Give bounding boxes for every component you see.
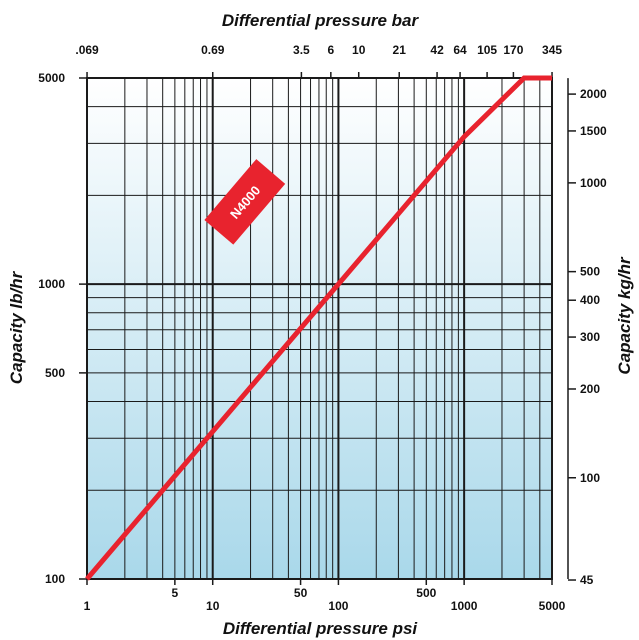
series-label-badge: N4000 [204,159,286,245]
y2-tick-label: 200 [580,382,600,396]
y-tick-label: 100 [45,572,65,586]
x-tick-label: 50 [294,586,308,600]
y2-tick-label: 1000 [580,176,607,190]
ticks [79,72,576,585]
x2-tick-label: 170 [503,43,523,57]
y2-tick-label: 45 [580,573,594,587]
x-tick-label: 10 [206,599,220,613]
y2-tick-label: 2000 [580,87,607,101]
grid [86,77,553,580]
y2-axis-title: Capacity kg/hr [615,256,634,375]
x2-tick-label: .069 [75,43,99,57]
labels: 1 5 10 50 100 500 1000 5000 .069 0.69 3.5 6 10 21 42 64… [38,43,607,613]
y-tick-label: 500 [45,366,65,380]
x-tick-label: 100 [328,599,348,613]
y-tick-label: 1000 [38,277,65,291]
y2-tick-label: 300 [580,330,600,344]
series-layer [85,75,553,581]
y2-tick-label: 400 [580,293,600,307]
x-tick-label: 5 [172,586,179,600]
x2-tick-label: 0.69 [201,43,225,57]
x-tick-label: 1000 [451,599,478,613]
x2-tick-label: 345 [542,43,562,57]
x2-tick-label: 3.5 [293,43,310,57]
x2-tick-label: 64 [453,43,467,57]
y2-tick-label: 1500 [580,124,607,138]
x-tick-label: 500 [416,586,436,600]
y-tick-label: 5000 [38,71,65,85]
y-axis-title: Capacity lb/hr [7,270,26,384]
x2-tick-label: 10 [352,43,366,57]
x-tick-label: 1 [84,599,91,613]
x2-axis-title: Differential pressure bar [222,11,420,30]
x-tick-label: 5000 [539,599,566,613]
plot-area [87,78,552,579]
x2-tick-label: 21 [393,43,407,57]
x2-tick-label: 105 [477,43,497,57]
x2-tick-label: 42 [430,43,444,57]
series-label-box [204,159,286,245]
x2-tick-label: 6 [327,43,334,57]
y2-tick-label: 100 [580,471,600,485]
y2-tick-label: 500 [580,265,600,279]
x-axis-title: Differential pressure psi [223,619,419,638]
